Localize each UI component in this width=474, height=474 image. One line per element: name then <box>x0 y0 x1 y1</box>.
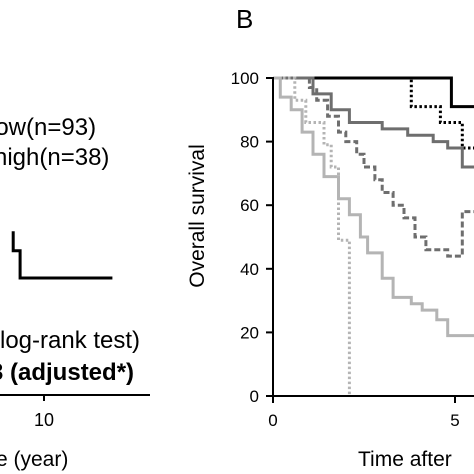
legend-entry-high: high(n=38) <box>0 144 109 171</box>
panel-a-x-axis-label: e (year) <box>0 448 68 471</box>
y-tick-label-20: 20 <box>240 323 259 342</box>
panel-a-x-tick-label: 10 <box>34 410 54 430</box>
panel-a: low(n=93) high(n=38) (log-rank test) 3 (… <box>0 114 150 471</box>
survival-curve-1 <box>273 76 474 109</box>
survival-curve-4 <box>273 76 474 258</box>
panel-b-y-axis-label: Overall survival <box>186 144 209 288</box>
x-tick-label-5: 5 <box>450 411 459 430</box>
annotation-adjusted: 3 (adjusted*) <box>0 359 134 386</box>
annotation-log-rank: (log-rank test) <box>0 327 140 354</box>
y-tick-label-100: 100 <box>231 69 259 88</box>
y-tick-label-60: 60 <box>240 196 259 215</box>
survival-curve-5 <box>273 76 474 338</box>
y-tick-label-40: 40 <box>240 260 259 279</box>
y-tick-label-0: 0 <box>250 387 259 406</box>
survival-curve-2 <box>273 76 474 150</box>
survival-curve-3 <box>273 76 474 169</box>
x-tick-label-0: 0 <box>268 411 277 430</box>
panel-b-y-ticks: 0 20 40 60 80 100 <box>231 69 273 406</box>
panel-b-label: B <box>236 4 253 34</box>
y-tick-label-80: 80 <box>240 133 259 152</box>
panel-b-series <box>273 76 474 396</box>
panel-a-curve <box>11 231 113 280</box>
panel-b-x-axis-label: Time after <box>358 448 452 471</box>
legend-entry-low: low(n=93) <box>0 114 96 141</box>
